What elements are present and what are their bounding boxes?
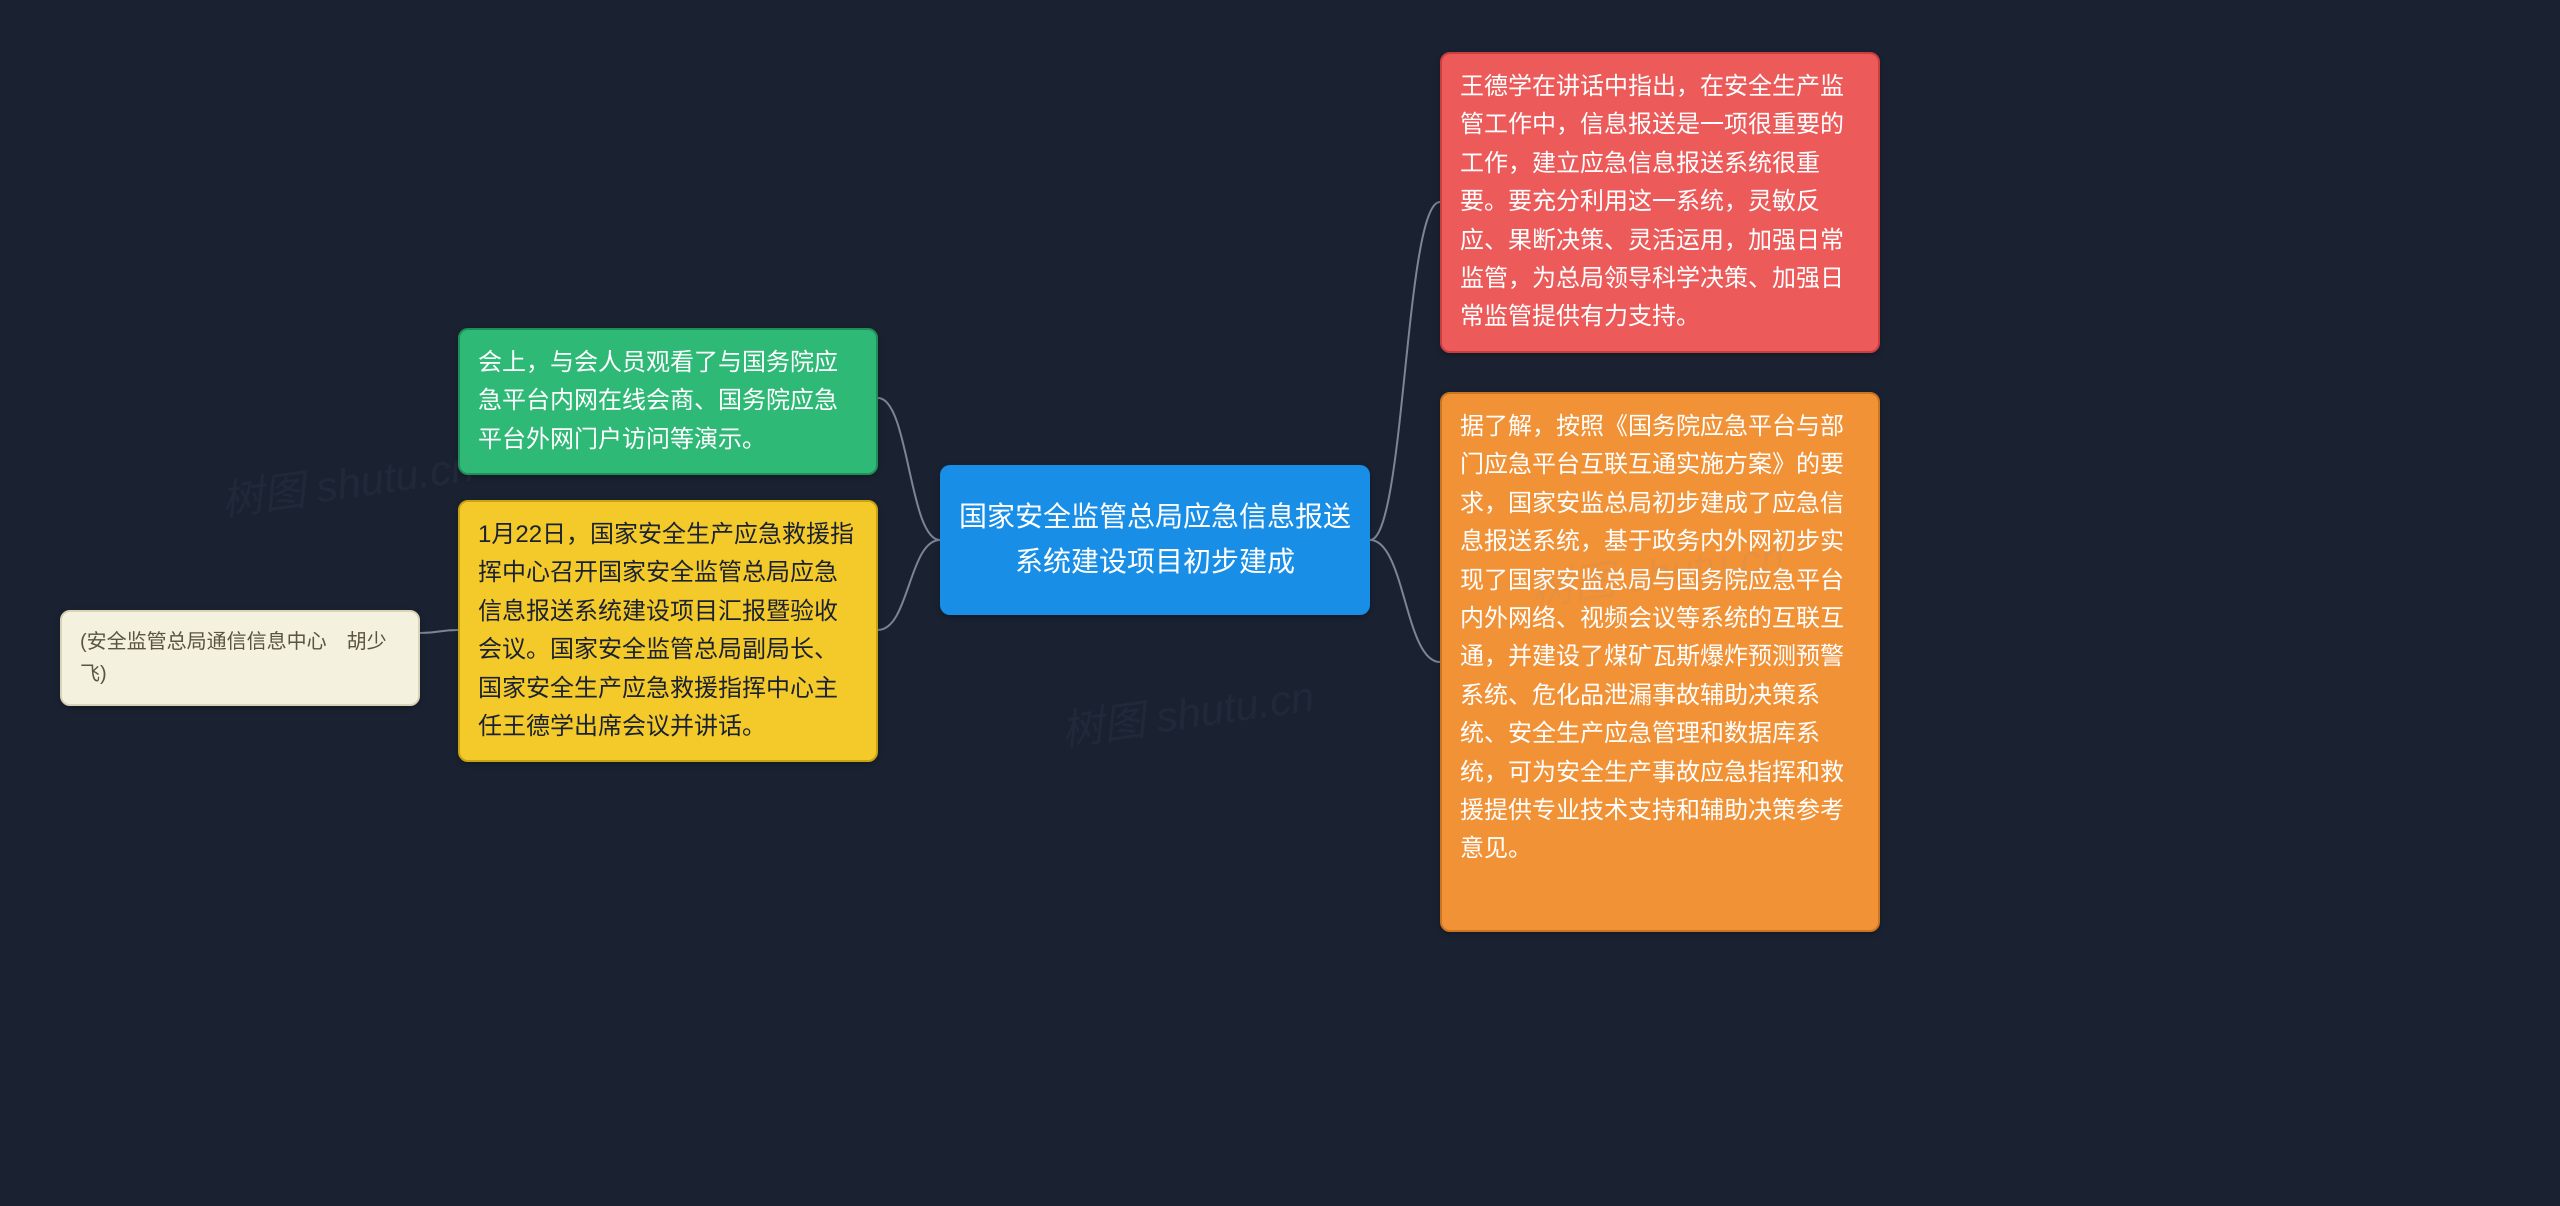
center-text: 国家安全监管总局应急信息报送系统建设项目初步建成: [958, 495, 1352, 585]
node-cream-text: (安全监管总局通信信息中心 胡少飞): [80, 631, 387, 685]
connector: [1370, 540, 1440, 662]
node-cream: (安全监管总局通信信息中心 胡少飞): [60, 610, 420, 706]
watermark-3: 树图 shutu.cn: [1057, 663, 1317, 759]
connector: [420, 630, 458, 633]
node-green: 会上，与会人员观看了与国务院应急平台内网在线会商、国务院应急平台外网门户访问等演…: [458, 328, 878, 475]
node-yellow-text: 1月22日，国家安全生产应急救援指挥中心召开国家安全监管总局应急信息报送系统建设…: [478, 521, 854, 740]
node-red-text: 王德学在讲话中指出，在安全生产监管工作中，信息报送是一项很重要的工作，建立应急信…: [1460, 73, 1844, 330]
connector: [1370, 202, 1440, 540]
connector: [878, 540, 940, 630]
node-yellow: 1月22日，国家安全生产应急救援指挥中心召开国家安全监管总局应急信息报送系统建设…: [458, 500, 878, 762]
connector: [878, 398, 940, 540]
node-orange-text: 据了解，按照《国务院应急平台与部门应急平台互联互通实施方案》的要求，国家安监总局…: [1460, 413, 1844, 862]
node-green-text: 会上，与会人员观看了与国务院应急平台内网在线会商、国务院应急平台外网门户访问等演…: [478, 349, 838, 453]
node-orange: 据了解，按照《国务院应急平台与部门应急平台互联互通实施方案》的要求，国家安监总局…: [1440, 392, 1880, 932]
watermark-1: 树图 shutu.cn: [217, 433, 477, 529]
center-node: 国家安全监管总局应急信息报送系统建设项目初步建成: [940, 465, 1370, 615]
node-red: 王德学在讲话中指出，在安全生产监管工作中，信息报送是一项很重要的工作，建立应急信…: [1440, 52, 1880, 353]
